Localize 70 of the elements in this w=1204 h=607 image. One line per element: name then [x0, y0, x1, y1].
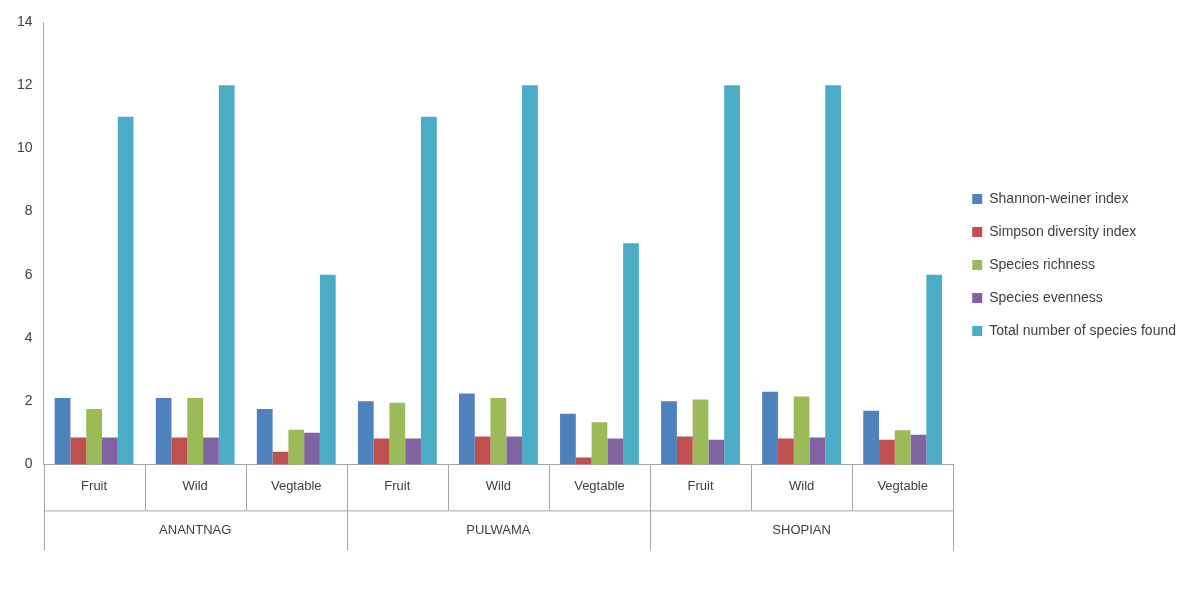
legend-label: Shannon-weiner index [989, 189, 1129, 206]
bar [926, 274, 943, 465]
legend-label: Species evenness [989, 288, 1103, 305]
bar [793, 396, 810, 465]
bar [708, 439, 725, 465]
bar [373, 438, 390, 465]
bar [171, 437, 188, 465]
bar [288, 429, 305, 465]
bar [458, 393, 475, 465]
bar [607, 438, 624, 465]
legend-label: Simpson diversity index [989, 222, 1137, 239]
bar [256, 409, 273, 465]
y-tick-label: 6 [24, 265, 33, 282]
x-tick-label: Wild [485, 477, 512, 493]
x-tick-label: Fruit [384, 477, 411, 493]
bar [522, 85, 538, 465]
x-tick-label: Vegtable [270, 477, 322, 493]
bar [420, 116, 437, 465]
bar [474, 436, 491, 465]
x-tick-label: Fruit [81, 477, 108, 493]
bar [203, 437, 219, 465]
bar [863, 410, 880, 465]
bar [54, 398, 71, 465]
y-tick-label: 12 [16, 76, 33, 93]
x-tick-label: Vegtable [877, 477, 928, 493]
x-tick-label: Fruit [687, 477, 714, 493]
bar [910, 434, 927, 465]
bar [825, 85, 842, 465]
bar [86, 409, 102, 465]
bar [692, 399, 709, 465]
bar [272, 451, 289, 465]
bar [809, 437, 826, 465]
bar [70, 437, 87, 465]
bar [405, 438, 421, 465]
bar [623, 243, 639, 465]
bar [218, 85, 235, 465]
x-tick-label: Wild [182, 477, 208, 493]
bar [506, 436, 523, 465]
legend-label: Total number of species found [989, 321, 1176, 338]
bar [894, 430, 911, 465]
y-tick-label: 10 [16, 139, 33, 156]
bar [319, 274, 336, 465]
x-tick-label: Wild [788, 477, 815, 493]
bar [117, 116, 134, 465]
text: SHOPIAN [772, 521, 831, 537]
bar [155, 398, 172, 465]
text: ANANTNAG [159, 521, 232, 537]
bar [304, 432, 320, 465]
bar [676, 436, 693, 465]
y-tick-label: 8 [24, 202, 33, 219]
bar [560, 413, 576, 465]
bar [490, 398, 507, 465]
y-tick-label: 0 [24, 455, 33, 472]
y-tick-label: 2 [24, 392, 33, 409]
bar [724, 85, 740, 465]
bar [187, 398, 204, 465]
text: PULWAMA [466, 521, 531, 537]
bar [591, 422, 608, 465]
bar [357, 401, 374, 465]
x-tick-label: Vegtable [574, 477, 625, 493]
bar [762, 391, 778, 465]
bar [661, 401, 677, 465]
bar [101, 437, 118, 465]
bar [777, 438, 794, 465]
bar [575, 457, 592, 465]
bar [389, 402, 406, 465]
y-tick-label: 14 [16, 12, 33, 29]
legend-label: Species richness [989, 255, 1096, 272]
bar [879, 439, 895, 465]
y-tick-label: 4 [24, 328, 33, 345]
